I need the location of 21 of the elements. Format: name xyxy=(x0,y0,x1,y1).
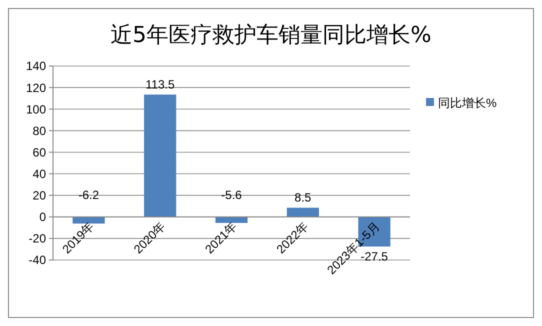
bar xyxy=(144,94,176,217)
bar xyxy=(215,216,248,223)
y-tick-label: 0 xyxy=(39,210,46,224)
y-tick-label: 120 xyxy=(26,80,46,95)
y-tick-label: 140 xyxy=(26,59,46,74)
data-label: 8.5 xyxy=(294,190,312,205)
y-tick-label: -40 xyxy=(28,253,46,268)
bar xyxy=(286,208,319,217)
chart-title: 近5年医疗救护车销量同比增长% xyxy=(110,23,432,48)
y-tick-label: 20 xyxy=(32,188,46,203)
data-label: -5.6 xyxy=(221,188,242,202)
y-tick-label: 40 xyxy=(32,166,46,181)
y-tick-label: 100 xyxy=(26,102,46,116)
y-tick-label: 60 xyxy=(32,145,46,160)
data-label: -27.5 xyxy=(360,250,388,264)
bar xyxy=(72,216,105,224)
data-label: 113.5 xyxy=(146,78,175,92)
y-tick-label: 80 xyxy=(32,124,46,138)
data-label: -6.2 xyxy=(78,188,100,202)
legend-label: 同比增长% xyxy=(438,96,497,110)
y-tick-label: -20 xyxy=(28,232,46,246)
